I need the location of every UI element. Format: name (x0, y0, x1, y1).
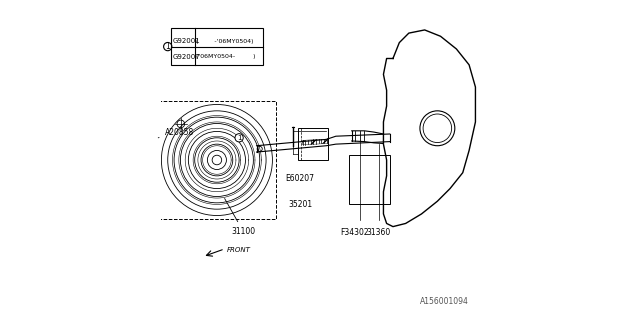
Bar (298, 128, 328, 160)
Text: FRONT: FRONT (227, 247, 250, 253)
Text: 1: 1 (237, 135, 241, 141)
Text: ('06MY0504-         ): ('06MY0504- ) (196, 54, 256, 60)
Text: A156001094: A156001094 (420, 297, 469, 306)
Text: 31360: 31360 (367, 228, 391, 237)
Circle shape (235, 134, 243, 142)
Text: 1: 1 (165, 42, 170, 51)
Text: (        -'06MY0504): ( -'06MY0504) (196, 38, 254, 44)
Text: 31100: 31100 (225, 198, 255, 236)
Bar (171, 28, 263, 65)
Text: 35201: 35201 (289, 200, 313, 209)
Text: G92001: G92001 (173, 38, 200, 44)
Text: G92007: G92007 (173, 54, 200, 60)
Text: A20858: A20858 (158, 128, 194, 138)
Text: F34302: F34302 (340, 228, 369, 237)
Text: E60207: E60207 (285, 174, 314, 183)
Bar (349, 155, 390, 204)
Bar (158, 101, 276, 219)
